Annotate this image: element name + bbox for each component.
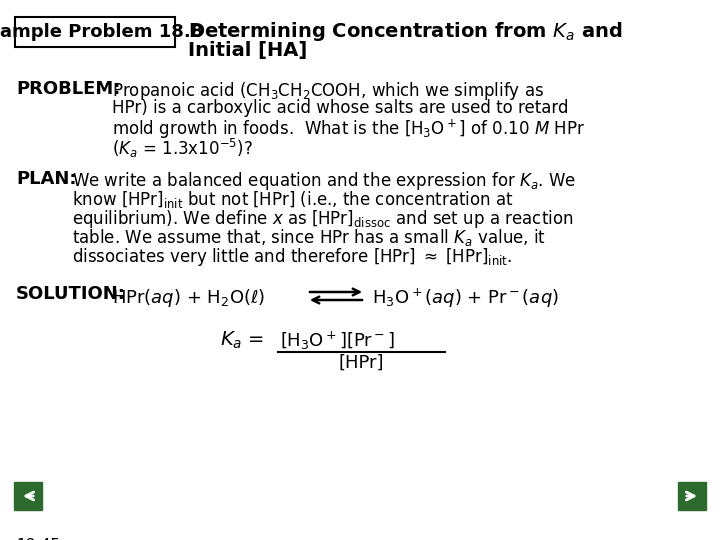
Text: H$_3$O$^+$$(aq)$ + Pr$^-$$(aq)$: H$_3$O$^+$$(aq)$ + Pr$^-$$(aq)$: [372, 287, 559, 310]
Text: table. We assume that, since HPr has a small $K_a$ value, it: table. We assume that, since HPr has a s…: [72, 227, 546, 248]
Text: mold growth in foods.  What is the [H$_3$O$^+$] of 0.10 $M$ HPr: mold growth in foods. What is the [H$_3$…: [112, 118, 585, 141]
Text: Sample Problem 18.8: Sample Problem 18.8: [0, 23, 203, 41]
Text: 18-45: 18-45: [16, 538, 60, 540]
Text: Propanoic acid (CH$_3$CH$_2$COOH, which we simplify as: Propanoic acid (CH$_3$CH$_2$COOH, which …: [112, 80, 544, 102]
Text: dissociates very little and therefore [HPr] $\approx$ [HPr]$_{\mathrm{init}}$.: dissociates very little and therefore [H…: [72, 246, 512, 268]
Text: [HPr]: [HPr]: [338, 354, 384, 372]
Bar: [14, 482, 42, 510]
Bar: [678, 482, 706, 510]
FancyBboxPatch shape: [15, 17, 175, 47]
Text: We write a balanced equation and the expression for $K_a$. We: We write a balanced equation and the exp…: [72, 170, 576, 192]
Text: HPr) is a carboxylic acid whose salts are used to retard: HPr) is a carboxylic acid whose salts ar…: [112, 99, 569, 117]
Text: $K_a$ =: $K_a$ =: [220, 330, 266, 352]
Text: SOLUTION:: SOLUTION:: [16, 285, 126, 303]
Text: ($K_a$ = 1.3x10$^{-5}$)?: ($K_a$ = 1.3x10$^{-5}$)?: [112, 137, 253, 160]
Text: Initial [HA]: Initial [HA]: [188, 41, 307, 60]
Text: PLAN:: PLAN:: [16, 170, 76, 188]
Text: know [HPr]$_{\mathrm{init}}$ but not [HPr] (i.e., the concentration at: know [HPr]$_{\mathrm{init}}$ but not [HP…: [72, 189, 513, 210]
Text: equilibrium). We define $x$ as [HPr]$_{\mathrm{dissoc}}$ and set up a reaction: equilibrium). We define $x$ as [HPr]$_{\…: [72, 208, 573, 230]
Text: [H$_3$O$^+$][Pr$^-$]: [H$_3$O$^+$][Pr$^-$]: [280, 330, 395, 352]
Text: Determining Concentration from $K_a$ and: Determining Concentration from $K_a$ and: [188, 20, 623, 43]
Text: HPr$(aq)$ + H$_2$O$(\ell)$: HPr$(aq)$ + H$_2$O$(\ell)$: [112, 287, 265, 309]
Text: PROBLEM:: PROBLEM:: [16, 80, 120, 98]
